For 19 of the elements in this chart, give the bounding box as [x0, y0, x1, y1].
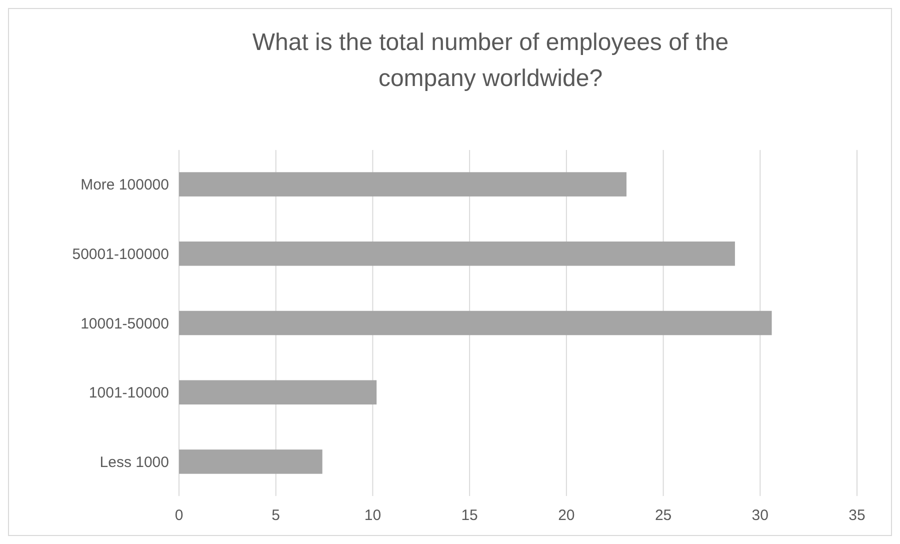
x-tick-label: 0 — [174, 507, 184, 524]
bar — [179, 172, 626, 196]
x-tick-label: 15 — [461, 507, 478, 524]
x-tick-label: 20 — [558, 507, 575, 524]
y-tick-label: More 100000 — [80, 176, 169, 194]
y-tick-label: 50001-100000 — [72, 246, 169, 263]
x-tick-label: 25 — [654, 507, 672, 524]
x-tick-label: 10 — [364, 507, 382, 524]
x-tick-label: 5 — [272, 507, 280, 524]
y-tick-label: 10001-50000 — [80, 315, 169, 332]
x-tick-label: 30 — [752, 507, 768, 524]
y-tick-label: Less 1000 — [100, 454, 169, 471]
bar — [179, 380, 377, 404]
bar — [179, 450, 322, 474]
bar — [179, 310, 772, 336]
x-tick-label: 35 — [848, 507, 866, 524]
chart-title: What is the total number of employees of the company worldwide? — [252, 29, 729, 92]
y-tick-label: 1001-10000 — [88, 384, 169, 402]
bar — [179, 242, 735, 266]
